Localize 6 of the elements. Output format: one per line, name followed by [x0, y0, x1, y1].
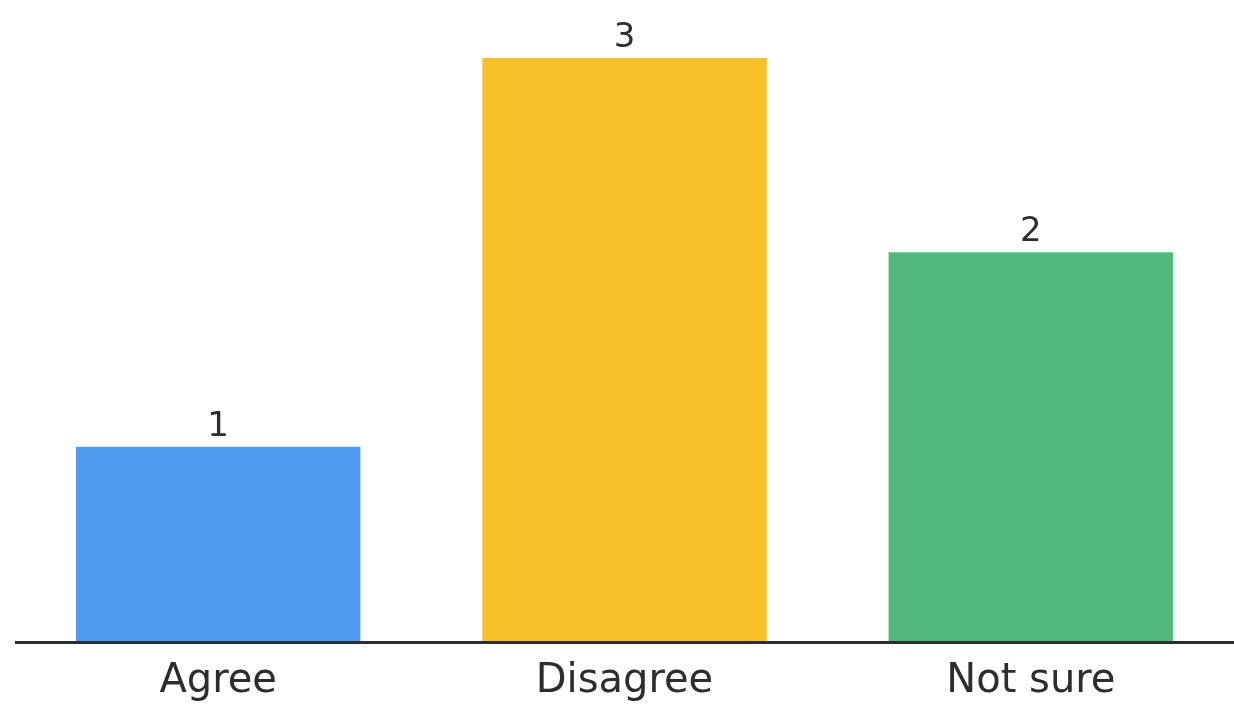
x-tick-label: Not sure: [946, 655, 1116, 701]
x-tick-label: Disagree: [535, 655, 714, 701]
data-label: 2: [1020, 209, 1042, 250]
data-label: 3: [613, 15, 636, 55]
data-label: 1: [207, 403, 229, 444]
x-tick-label: Agree: [159, 655, 277, 701]
